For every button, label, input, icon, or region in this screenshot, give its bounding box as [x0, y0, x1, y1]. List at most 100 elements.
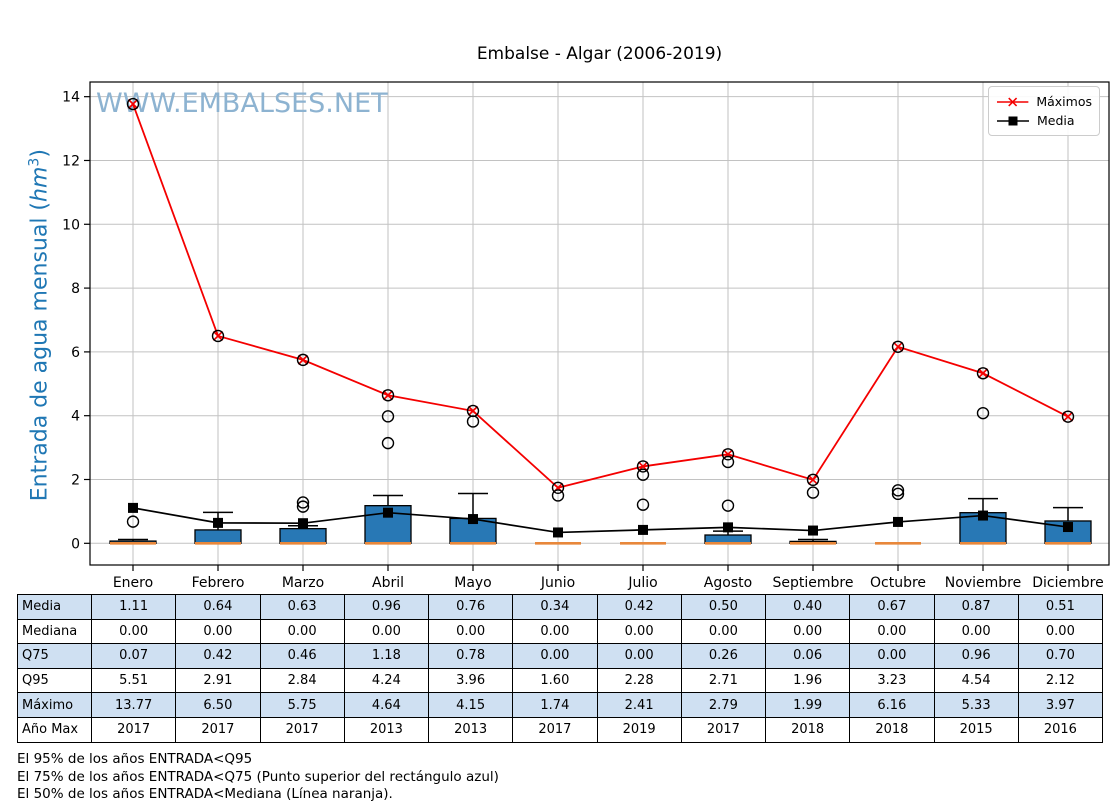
legend-item-maximos: Máximos [996, 92, 1092, 111]
y-tick-label: 2 [71, 473, 80, 489]
media-marker [128, 502, 138, 513]
table-cell: 0.70 [1017, 643, 1104, 669]
table-cell: 3.97 [1017, 692, 1104, 718]
table-cell: 1.74 [512, 692, 598, 718]
y-tick-label: 10 [62, 217, 80, 233]
table-cell: 0.00 [1017, 618, 1104, 645]
table-cell: 1.96 [764, 667, 851, 694]
y-tick-label: 14 [62, 90, 80, 106]
table-cell: 4.15 [427, 692, 514, 718]
table-cell: 2.12 [1017, 667, 1104, 694]
table-cell: 13.77 [90, 692, 177, 718]
maximos-marker [382, 390, 394, 401]
outlier-circle [126, 515, 140, 528]
y-tick-label: 6 [71, 345, 80, 361]
table-cell: 0.00 [764, 618, 851, 645]
row-label: Año Max [17, 716, 92, 743]
outlier-circle [381, 436, 395, 450]
outlier-circle [211, 329, 225, 343]
table-cell: 2019 [596, 716, 682, 743]
x-tick-label: Noviembre [945, 575, 1021, 591]
table-cell: 0.64 [175, 594, 261, 620]
table-cell: 1.60 [512, 667, 598, 694]
table-cell: 2.84 [259, 667, 345, 694]
y-tick-label: 0 [71, 536, 80, 552]
x-tick-label: Mayo [454, 575, 492, 591]
table-cell: 6.50 [175, 692, 261, 718]
maximos-marker [1062, 411, 1074, 422]
legend-label-maximos: Máximos [1036, 94, 1092, 109]
table-cell: 2017 [512, 716, 598, 743]
x-tick-label: Enero [113, 575, 153, 591]
outlier-circle [636, 468, 650, 481]
maximos-marker [467, 405, 479, 417]
table-cell: 4.24 [343, 667, 430, 694]
table-row: Q75 0.07 0.42 0.46 1.18 0.78 0.00 0.00 0.26 0.06 0… [17, 643, 1104, 669]
table-cell: 0.06 [764, 643, 851, 669]
outlier-circle [721, 448, 735, 461]
table-cell: 0.00 [427, 618, 514, 645]
table-cell: 0.00 [680, 618, 767, 645]
y-tick-label: 12 [62, 153, 80, 169]
y-tick-label: 8 [71, 281, 80, 297]
table-cell: 6.16 [849, 692, 935, 718]
x-tick-label: Junio [540, 575, 575, 591]
maximos-line-icon [996, 97, 1029, 106]
x-tick-label: Julio [627, 575, 657, 591]
outlier-circle [891, 487, 905, 501]
table-cell: 2018 [764, 716, 851, 743]
table-cell: 0.46 [259, 643, 345, 669]
plot-border [89, 81, 1110, 566]
media-marker [893, 516, 903, 527]
table-cell: 0.78 [427, 643, 514, 669]
footnote-mediana: El 50% de los años ENTRADA<Mediana (Líne… [17, 786, 393, 803]
outlier-circle [636, 460, 650, 473]
footnotes: El 95% de los años ENTRADA<Q95 El 75% de… [17, 751, 499, 804]
outlier-circle [296, 496, 310, 509]
maximos-marker [807, 474, 819, 485]
table-cell: 0.00 [175, 618, 261, 645]
table-cell: 2.28 [596, 667, 682, 694]
maximos-marker [127, 98, 139, 110]
outlier-circle [976, 406, 990, 420]
x-tick-label: Febrero [192, 575, 245, 591]
row-label: Mediana [17, 618, 92, 645]
table-cell: 0.40 [764, 594, 851, 620]
y-tick-label: 4 [71, 409, 80, 425]
table-cell: 0.00 [933, 618, 1019, 645]
table-cell: 0.42 [596, 594, 682, 620]
table-cell: 2015 [933, 716, 1019, 743]
table-cell: 0.96 [343, 594, 430, 620]
table-cell: 2.91 [175, 667, 261, 694]
outlier-circle [891, 340, 905, 353]
table-cell: 0.50 [680, 594, 767, 620]
table-cell: 2018 [849, 716, 935, 743]
table-cell: 1.18 [343, 643, 430, 669]
table-cell: 2017 [175, 716, 261, 743]
x-tick-label: Diciembre [1032, 575, 1103, 591]
outlier-circle [551, 489, 565, 502]
watermark: WWW.EMBALSES.NET [96, 88, 388, 119]
outlier-circle [551, 481, 565, 494]
row-label: Q75 [17, 643, 92, 669]
outlier-circle [126, 97, 140, 111]
outlier-circle [721, 499, 735, 512]
boxplot-box [279, 527, 327, 544]
outlier-circle [806, 486, 820, 499]
outlier-circle [721, 455, 735, 469]
table-cell: 2017 [680, 716, 767, 743]
table-cell: 4.64 [343, 692, 430, 718]
media-marker [723, 522, 733, 533]
row-label: Q95 [17, 667, 92, 694]
x-tick-label: Septiembre [773, 575, 854, 591]
chart-title: Embalse - Algar (2006-2019) [476, 44, 723, 64]
media-marker [383, 507, 393, 518]
stats-table: Media 1.11 0.64 0.63 0.96 0.76 0.34 0.42 0.50 0.4… [17, 594, 1104, 743]
outlier-circle [976, 367, 990, 380]
maximos-marker [977, 368, 989, 379]
legend-label-media: Media [1037, 113, 1075, 128]
table-cell: 1.11 [90, 594, 177, 620]
legend: Máximos Media [988, 86, 1100, 136]
table-cell: 0.00 [259, 618, 345, 645]
table-cell: 4.54 [933, 667, 1019, 694]
